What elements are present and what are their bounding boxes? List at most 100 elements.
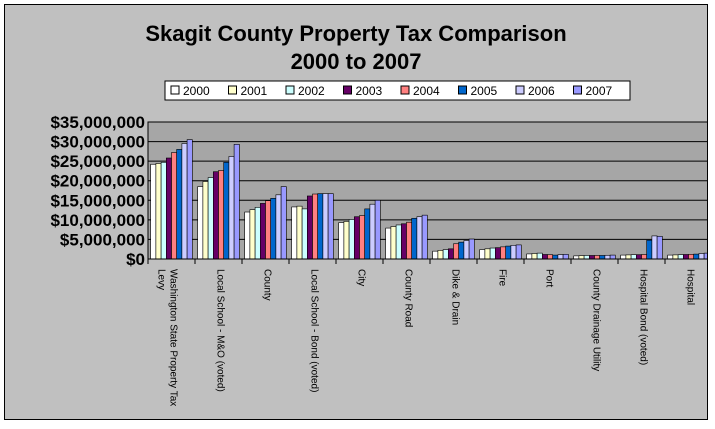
legend-label-2002: 2002 [298, 84, 325, 98]
bar-2002 [395, 224, 402, 260]
bar-2002 [489, 247, 496, 260]
chart-svg: Skagit County Property Tax Comparison 20… [50, 21, 707, 406]
bar-2001 [390, 226, 397, 260]
bar-2000 [385, 227, 392, 260]
bar-2007 [609, 254, 616, 260]
y-tick-label: $20,000,000 [50, 172, 145, 191]
bars [147, 139, 707, 264]
bar-2001 [531, 253, 538, 260]
legend: 2000 2001 2002 2003 2004 2005 2006 2007 [170, 84, 613, 98]
x-tick-label: Local School - Bond (voted) [309, 269, 320, 392]
bar-2005 [176, 149, 183, 260]
y-axis-ticks: $0$5,000,000$10,000,000$15,000,000$20,00… [50, 113, 145, 269]
legend-label-2003: 2003 [356, 84, 383, 98]
bar-2000 [432, 250, 439, 260]
bar-2006 [416, 216, 423, 260]
bar-2003 [306, 195, 313, 260]
x-tick-label: Local School - M&O (voted) [215, 269, 226, 392]
bar-2004 [547, 254, 553, 260]
bar-2007 [374, 199, 381, 260]
chart-area: Skagit County Property Tax Comparison 20… [4, 4, 708, 420]
y-tick-label: $5,000,000 [60, 230, 145, 249]
bar-2002 [536, 252, 543, 260]
bar-2006 [463, 240, 470, 260]
legend-label-2007: 2007 [586, 84, 613, 98]
bar-2000 [338, 222, 345, 260]
legend-swatch-2007 [573, 85, 582, 95]
bar-2004 [641, 254, 647, 260]
bar-2007 [421, 214, 428, 260]
bar-2006 [275, 194, 282, 260]
x-tick-label: County [262, 269, 273, 301]
x-tick-label: County Drainage Utility [591, 269, 602, 371]
chart-subtitle: 2000 to 2007 [291, 49, 422, 74]
bar-2007 [186, 139, 193, 260]
gridlines [148, 141, 707, 240]
legend-swatch-2000 [170, 85, 180, 95]
bar-2003 [353, 216, 360, 260]
bar-2001 [202, 181, 209, 260]
bar-2003 [400, 223, 407, 260]
bar-2003 [447, 248, 454, 260]
bar-2000 [479, 249, 486, 260]
x-tick-label: Levy [156, 269, 167, 290]
bar-2004 [265, 200, 271, 260]
bar-2006 [698, 253, 705, 260]
bar-2001 [296, 205, 303, 260]
bar-2003 [588, 255, 595, 260]
chart-title: Skagit County Property Tax Comparison [145, 21, 566, 46]
bar-2001 [249, 209, 256, 260]
bar-2002 [301, 208, 308, 260]
bar-2003 [213, 171, 219, 260]
bar-2005 [458, 241, 465, 260]
bar-2007 [703, 252, 707, 260]
x-tick-label: Washington State Property Tax [168, 269, 179, 406]
bar-2000 [291, 206, 298, 260]
bar-2004 [359, 215, 365, 260]
bar-2005 [223, 162, 230, 260]
x-tick-label: Hospital Bond (voted) [638, 269, 649, 365]
bar-2007 [233, 144, 240, 260]
legend-label-2004: 2004 [413, 84, 440, 98]
bar-2002 [442, 249, 449, 260]
bar-2005 [646, 239, 653, 260]
bar-2004 [500, 246, 506, 260]
x-tick-label: Port [544, 269, 555, 288]
bar-2005 [411, 217, 418, 260]
bar-2001 [625, 254, 632, 260]
bar-2004 [453, 243, 459, 260]
bar-2006 [181, 143, 188, 260]
bar-2005 [317, 193, 324, 260]
bar-2002 [348, 219, 355, 260]
bar-2005 [270, 198, 277, 260]
legend-label-2001: 2001 [241, 84, 268, 98]
bar-2006 [322, 193, 329, 260]
y-tick-label: $25,000,000 [50, 152, 145, 171]
legend-swatch-2002 [285, 85, 295, 95]
bar-2001 [437, 250, 444, 260]
x-tick-label: County Road [403, 269, 414, 327]
bar-2005 [364, 208, 371, 260]
x-tick-label: Hospital [685, 269, 696, 305]
legend-box [164, 80, 631, 101]
bar-2006 [604, 254, 611, 260]
bar-2002 [630, 254, 637, 260]
bar-2003 [166, 157, 172, 260]
bar-2000 [150, 163, 157, 260]
legend-swatch-2001 [228, 85, 237, 95]
legend-swatch-2005 [458, 85, 467, 95]
bar-2004 [406, 221, 412, 260]
bar-2000 [244, 211, 251, 260]
bar-2004 [218, 170, 224, 260]
bar-2006 [228, 156, 235, 260]
bar-2005 [505, 245, 512, 260]
bar-2003 [494, 247, 501, 260]
bar-2000 [197, 186, 204, 260]
bar-2002 [583, 255, 590, 260]
x-tick-label: Dike & Drain [450, 269, 461, 325]
bar-2001 [672, 254, 679, 260]
bar-2004 [312, 193, 318, 260]
legend-label-2000: 2000 [183, 84, 210, 98]
bar-2000 [620, 254, 627, 260]
